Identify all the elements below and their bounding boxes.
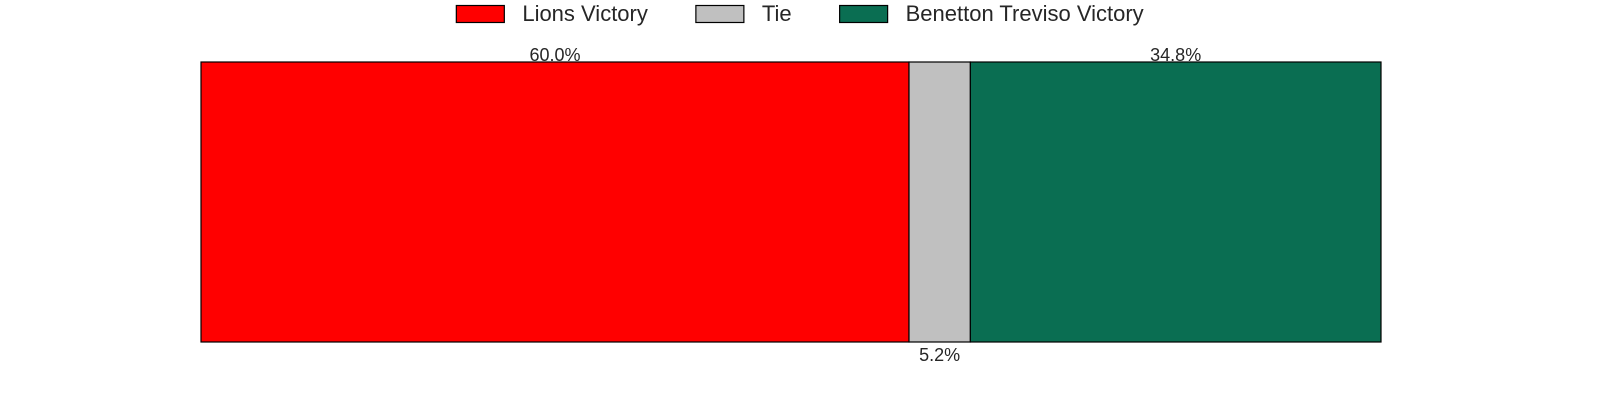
legend-swatch-tie: [695, 4, 745, 24]
legend-label-lions-victory: Lions Victory: [522, 1, 648, 26]
bar-segment-lions-victory: [200, 61, 910, 343]
bar-segment-tie: [908, 61, 971, 343]
data-labels: 60.0% 5.2% 34.8%: [529, 45, 1201, 365]
legend-swatch-benetton-treviso-victory: [839, 4, 889, 24]
legend-label-tie: Tie: [762, 1, 792, 26]
bar-segments: [200, 61, 1382, 343]
legend-swatch-lions-victory: [455, 4, 505, 24]
legend-label-benetton-treviso-victory: Benetton Treviso Victory: [906, 1, 1144, 26]
data-label-benetton-treviso-victory: 34.8%: [1150, 45, 1201, 65]
legend: Lions Victory Tie Benetton Treviso Victory: [455, 1, 1144, 26]
bar-segment-benetton-treviso-victory: [969, 61, 1382, 343]
data-label-tie: 5.2%: [919, 345, 960, 365]
data-label-lions-victory: 60.0%: [529, 45, 580, 65]
